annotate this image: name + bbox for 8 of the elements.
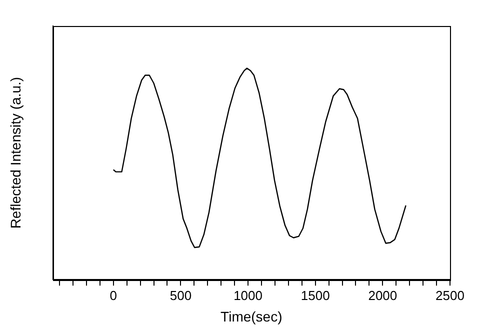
y-axis-title: Reflected Intensity (a.u.) [7, 76, 24, 229]
x-tick-label: 0 [110, 288, 118, 303]
x-tick-label: 1500 [300, 288, 330, 303]
x-tick-label: 1000 [234, 288, 262, 303]
x-axis-title: Time(sec) [220, 308, 282, 324]
x-tick-label: 2000 [368, 288, 398, 303]
x-tick-label: 500 [170, 288, 192, 303]
x-tick-label: 2500 [436, 288, 464, 303]
